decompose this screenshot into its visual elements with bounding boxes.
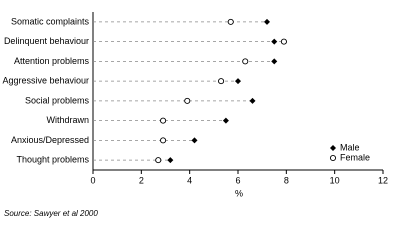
dot: [191, 137, 198, 144]
dot: [167, 157, 174, 164]
dot: [242, 58, 249, 65]
dot: [155, 157, 162, 164]
y-tick-label: Social problems: [25, 95, 90, 105]
dot: [222, 117, 229, 124]
legend-label: Female: [340, 152, 370, 162]
y-tick-label: Anxious/Depressed: [11, 135, 89, 145]
x-tick-label: 0: [90, 175, 95, 185]
x-tick-label: 4: [187, 175, 192, 185]
dot: [218, 78, 225, 85]
x-axis-label: %: [235, 188, 243, 198]
legend-marker: [330, 145, 336, 151]
y-tick-label: Delinquent behaviour: [4, 36, 89, 46]
y-tick-label: Somatic complaints: [11, 16, 90, 26]
y-tick-label: Thought problems: [16, 155, 89, 165]
dot: [227, 18, 234, 25]
dot: [160, 117, 167, 124]
dot: [271, 38, 278, 45]
dot: [280, 38, 287, 45]
x-tick-label: 8: [284, 175, 289, 185]
x-tick-label: 2: [139, 175, 144, 185]
legend-marker: [329, 154, 337, 162]
legend-label: Male: [340, 142, 360, 152]
x-tick-label: 12: [378, 175, 388, 185]
x-tick-label: 6: [235, 175, 240, 185]
y-tick-label: Attention problems: [14, 56, 90, 66]
y-tick-label: Withdrawn: [46, 115, 89, 125]
source: Source: Sawyer et al 2000: [4, 209, 98, 218]
y-tick-label: Aggressive behaviour: [2, 76, 89, 86]
dot: [235, 78, 241, 85]
dot: [249, 97, 256, 104]
dot: [271, 58, 278, 65]
x-tick-label: 10: [330, 175, 340, 185]
chart: % Source: Sawyer et al 2000 0 2 4 6 8 10 12 Som…: [2, 12, 388, 218]
dot: [264, 18, 270, 25]
dot: [160, 137, 167, 144]
dot: [184, 97, 191, 104]
